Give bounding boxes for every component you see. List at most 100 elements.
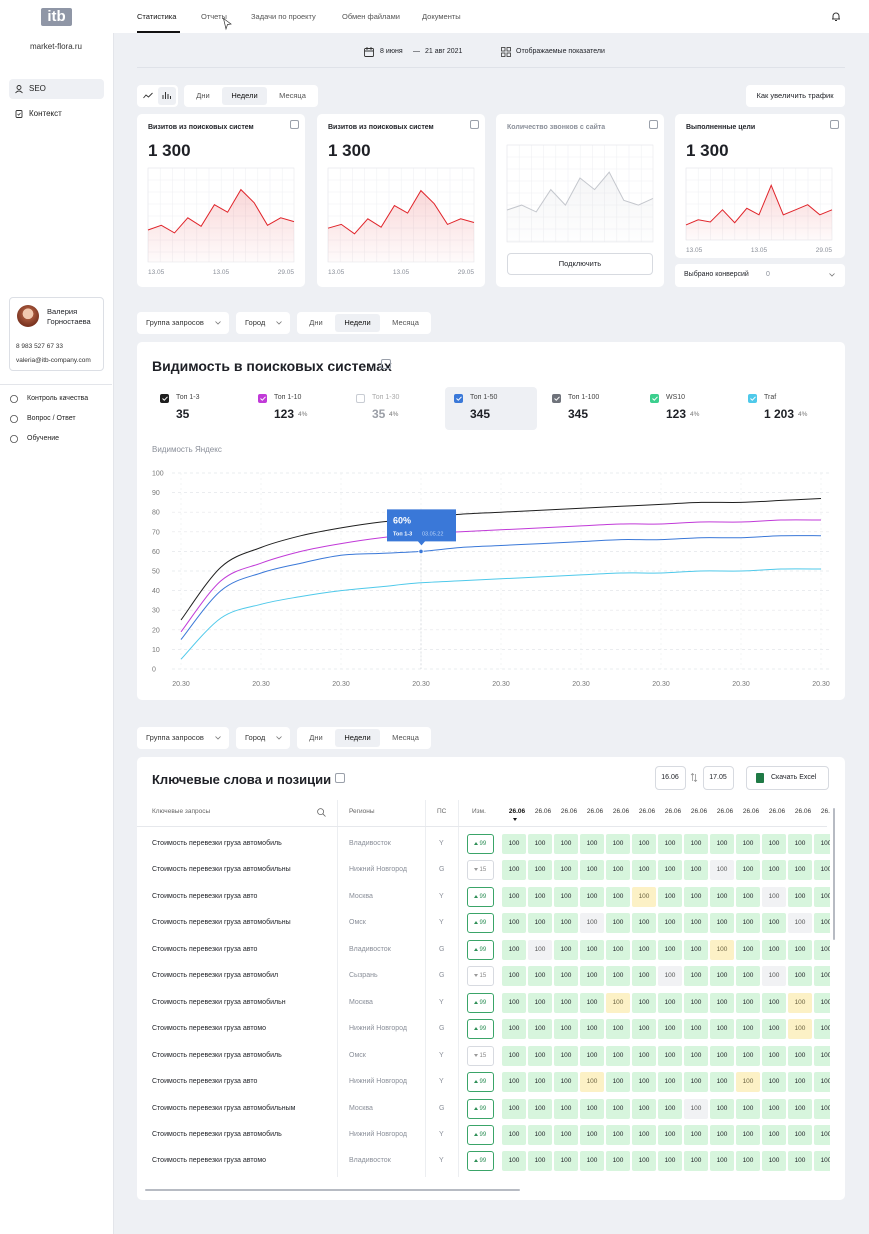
col-date[interactable]: 26.06 [508, 808, 526, 815]
position-cell: 100 [632, 992, 656, 1013]
chevron-part [215, 321, 221, 325]
col-date[interactable]: 26.06 [664, 808, 682, 815]
nav-tab[interactable]: Задачи по проекту [251, 12, 316, 21]
nav-tab[interactable]: Статистика [137, 12, 177, 21]
position-cell: 100 [632, 1151, 656, 1172]
excel-icon [756, 773, 764, 783]
col-date[interactable]: 26.06 [534, 808, 552, 815]
row-query: Стоимость перевезки груза авто [152, 892, 258, 900]
date-input[interactable] [655, 766, 686, 790]
date-input[interactable] [703, 766, 734, 790]
menu-item[interactable]: SEO [29, 84, 46, 93]
legend-checkbox[interactable] [356, 394, 365, 403]
x-tick-label: 20.30 [492, 681, 510, 688]
x-tick-label: 20.30 [812, 681, 830, 688]
menu-active [9, 79, 104, 99]
bottom-menu-item[interactable]: Обучение [27, 435, 60, 442]
row-ps: Y [439, 1078, 444, 1086]
nav-tab[interactable]: Документы [422, 12, 461, 21]
filter-dropdown[interactable] [137, 727, 229, 749]
traffic-button[interactable] [746, 85, 845, 107]
position-cell: 100 [710, 1072, 734, 1093]
filter-dropdown[interactable] [236, 312, 290, 334]
period-tab[interactable]: Недели [344, 318, 371, 327]
filter-dropdown[interactable] [137, 312, 229, 334]
legend-checkbox[interactable] [454, 394, 463, 403]
row-query: Стоимость перевезки груза автомобильны [152, 866, 291, 874]
filter-label: Город [245, 318, 266, 327]
tooltip-date: 03.05.22 [422, 531, 443, 537]
change-badge [467, 913, 494, 934]
col-date[interactable]: 26.06 [612, 808, 630, 815]
bottom-menu-item[interactable]: Контроль качества [27, 395, 89, 402]
position-cell: 100 [502, 1098, 526, 1119]
change-value: 99 [479, 920, 487, 927]
period-tab[interactable]: Месяца [392, 733, 419, 742]
logo[interactable]: itb [41, 8, 72, 26]
legend-checkbox[interactable] [258, 394, 267, 403]
checkmark-path [749, 396, 756, 401]
period-tab[interactable]: Недели [344, 733, 371, 742]
change-value: 99 [479, 1158, 487, 1165]
excel-button[interactable] [746, 766, 829, 790]
nav-tab[interactable]: Отчеты [201, 12, 227, 21]
col-date[interactable]: 26.06 [794, 808, 812, 815]
period-tab[interactable]: Месяца [279, 91, 306, 100]
position-cell: 100 [710, 966, 734, 987]
cursor [222, 17, 232, 31]
position-cell: 100 [502, 886, 526, 907]
period-tab[interactable]: Недели [231, 91, 258, 100]
connect-button-label: Подключить [558, 259, 602, 268]
period-tab[interactable]: Дни [309, 318, 323, 327]
menu-item[interactable]: Контекст [29, 109, 62, 118]
position-cell: 100 [710, 1098, 734, 1119]
col-date[interactable]: 26.06 [586, 808, 604, 815]
position-cell: 100 [762, 1045, 786, 1066]
sort-arrow-part [513, 818, 517, 821]
position-cell: 100 [528, 1072, 552, 1093]
position-cell: 100 [762, 939, 786, 960]
col-date[interactable]: 26.06 [638, 808, 656, 815]
period-tab[interactable]: Месяца [392, 318, 419, 327]
position-cell: 100 [554, 1151, 578, 1172]
info-icon [290, 120, 299, 129]
legend-checkbox[interactable] [552, 394, 561, 403]
legend-checkbox[interactable] [160, 394, 169, 403]
col-date[interactable]: 26.06 [690, 808, 708, 815]
position-cell: 100 [762, 992, 786, 1013]
change-value: 99 [479, 946, 487, 953]
row-region: Омск [349, 919, 366, 927]
legend-checkbox[interactable] [748, 394, 757, 403]
chevron [215, 736, 221, 740]
position-cell: 100 [814, 860, 830, 881]
col-date[interactable]: 26.06 [742, 808, 760, 815]
position-cell: 100 [762, 886, 786, 907]
legend-total: 35 [176, 407, 190, 421]
conversions-box[interactable] [675, 264, 845, 287]
col-date[interactable]: 26.06 [560, 808, 578, 815]
y-tick-label: 40 [152, 588, 160, 595]
period-tab[interactable]: Дни [309, 733, 323, 742]
legend-checkbox[interactable] [650, 394, 659, 403]
change-arrow [474, 842, 478, 845]
change-value: 99 [479, 893, 487, 900]
checkmark-path [455, 396, 462, 401]
bottom-menu-icon-part [10, 435, 18, 443]
filter-dropdown[interactable] [236, 727, 290, 749]
change-value: 99 [479, 841, 487, 847]
connect-button[interactable] [507, 253, 653, 275]
period-tab[interactable]: Дни [196, 91, 210, 100]
bottom-menu-item[interactable]: Вопрос / Ответ [27, 415, 76, 422]
position-cell: 100 [580, 1072, 604, 1093]
nav-tab[interactable]: Обмен файлами [342, 12, 400, 21]
col-date[interactable]: 26.06 [768, 808, 786, 815]
position-cell: 100 [684, 1045, 708, 1066]
row-region: Владивосток [349, 840, 391, 847]
change-arrow [474, 1106, 478, 1110]
col-date[interactable]: 26.06 [716, 808, 734, 815]
row-query: Стоимость перевезки груза автомо [152, 1025, 267, 1033]
position-cell: 100 [632, 860, 656, 881]
menu-icon [15, 110, 23, 118]
col-date[interactable]: 26.06 [820, 808, 830, 815]
metrics-button[interactable]: Отображаемые показатели [516, 48, 605, 55]
